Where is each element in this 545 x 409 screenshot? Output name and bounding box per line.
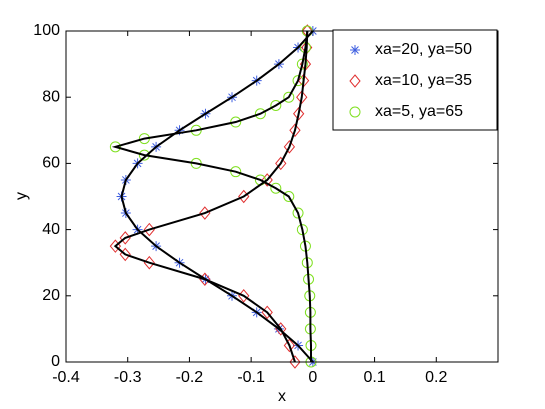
x-tick-label: 0 bbox=[308, 369, 317, 386]
fit-line bbox=[111, 30, 313, 362]
marker bbox=[275, 156, 287, 171]
legend-label: xa=5, ya=65 bbox=[375, 103, 463, 120]
y-tick-label: 100 bbox=[33, 22, 60, 39]
x-axis-label: x bbox=[278, 388, 286, 405]
fit-line bbox=[113, 30, 309, 363]
x-tick-label: -0.1 bbox=[237, 369, 265, 386]
y-tick-label: 80 bbox=[42, 88, 60, 105]
x-tick-label: -0.2 bbox=[176, 369, 204, 386]
x-tick-label: 0.2 bbox=[425, 369, 447, 386]
marker bbox=[261, 173, 273, 187]
legend-marker bbox=[349, 106, 361, 118]
fit-line bbox=[120, 30, 314, 363]
legend-label: xa=20, ya=50 bbox=[375, 41, 472, 58]
marker bbox=[230, 116, 242, 128]
legend-marker bbox=[349, 74, 361, 88]
legend-label: xa=10, ya=35 bbox=[375, 72, 472, 89]
marker bbox=[283, 191, 295, 202]
marker bbox=[292, 207, 304, 219]
x-tick-label: 0.1 bbox=[363, 369, 385, 386]
marker bbox=[293, 106, 305, 121]
plot-frame bbox=[65, 30, 499, 363]
y-tick-label: 20 bbox=[42, 287, 60, 304]
marker bbox=[254, 108, 266, 120]
marker bbox=[283, 338, 296, 353]
y-tick-label: 40 bbox=[42, 221, 60, 238]
marker bbox=[230, 166, 242, 178]
legend-marker bbox=[350, 45, 360, 55]
marker bbox=[289, 355, 301, 369]
marker bbox=[289, 123, 301, 138]
y-tick-label: 0 bbox=[51, 353, 60, 370]
y-axis-label: y bbox=[13, 192, 30, 200]
marker bbox=[270, 182, 282, 194]
marker bbox=[296, 90, 308, 104]
x-tick-label: -0.4 bbox=[52, 369, 80, 386]
marker bbox=[283, 91, 295, 103]
x-tick-label: -0.3 bbox=[114, 369, 142, 386]
marker bbox=[109, 141, 121, 153]
y-tick-label: 60 bbox=[42, 155, 60, 172]
marker bbox=[270, 99, 282, 111]
marker bbox=[283, 140, 296, 154]
